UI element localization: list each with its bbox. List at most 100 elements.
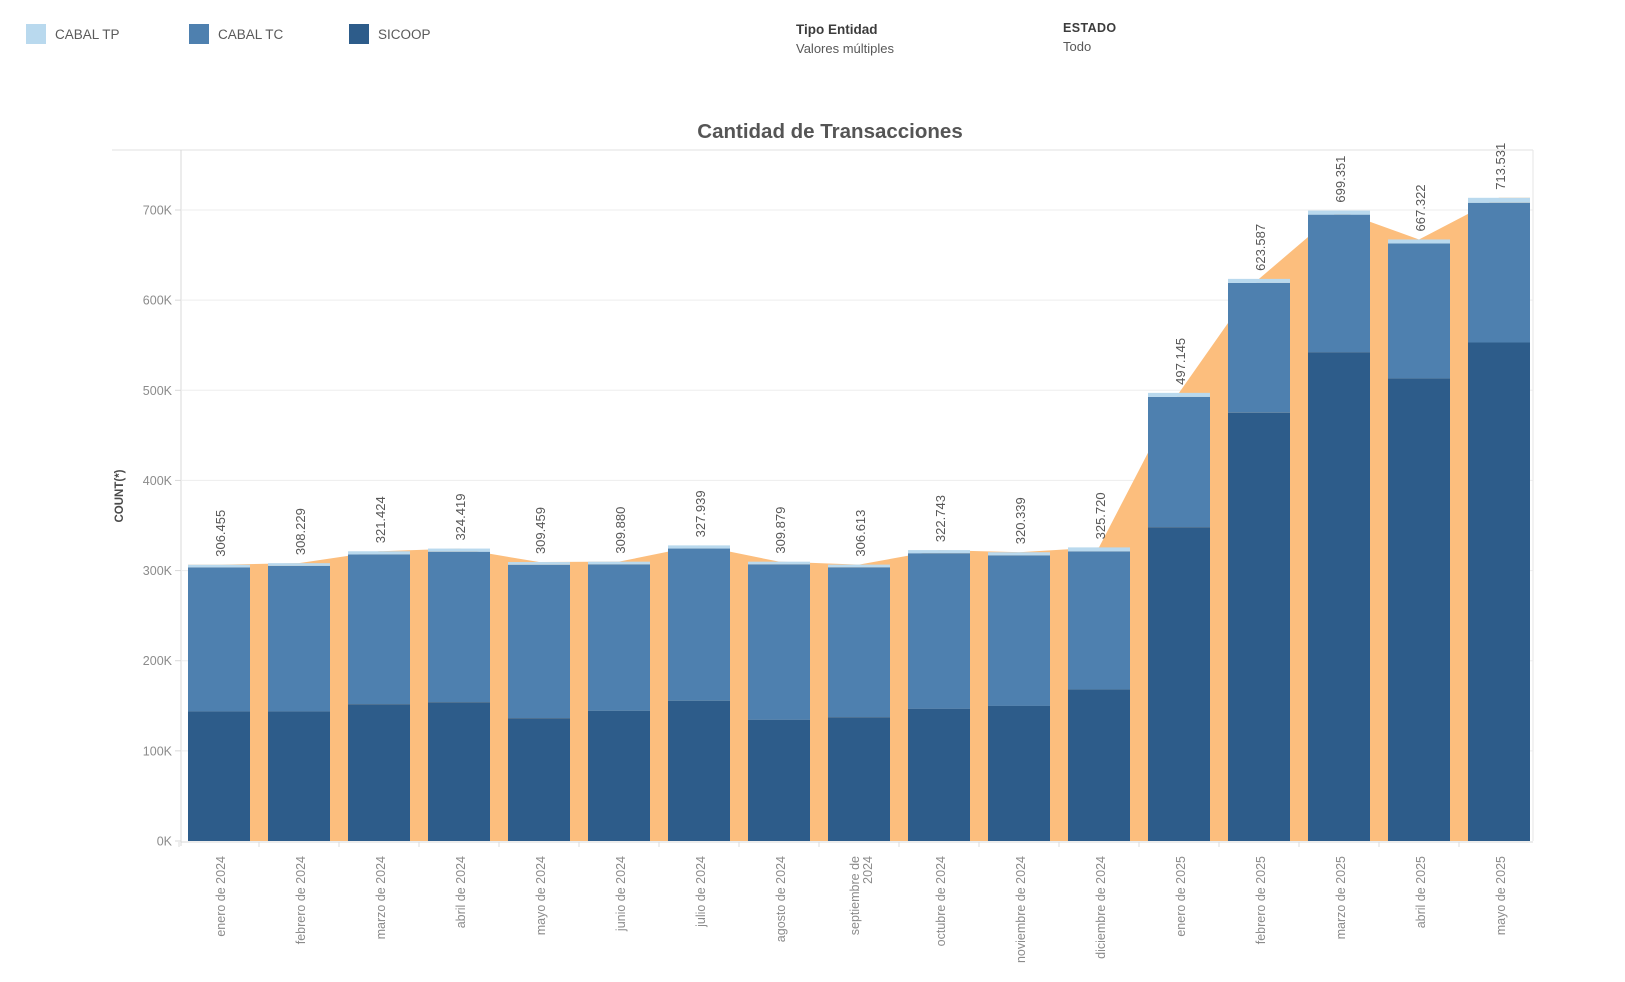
bar-segment-cabal-tc[interactable] [348, 554, 410, 705]
bar-segment-sicoop[interactable] [1388, 378, 1450, 841]
x-tick-label: enero de 2025 [1174, 856, 1188, 937]
bar-segment-cabal-tc[interactable] [1468, 202, 1530, 343]
bar-segment-cabal-tp[interactable] [988, 552, 1050, 556]
x-tick-label: diciembre de 2024 [1094, 856, 1108, 959]
bar-segment-cabal-tp[interactable] [1228, 278, 1290, 283]
bar-segment-cabal-tc[interactable] [1148, 396, 1210, 528]
bar-total-label: 306.455 [213, 510, 228, 557]
bar-segment-cabal-tp[interactable] [828, 564, 890, 568]
x-tick-label: marzo de 2024 [374, 856, 388, 939]
bar-segment-cabal-tc[interactable] [908, 553, 970, 709]
bar-segment-cabal-tp[interactable] [1388, 239, 1450, 244]
bar-segment-sicoop[interactable] [1228, 412, 1290, 841]
bar-segment-sicoop[interactable] [828, 717, 890, 841]
bar-total-label: 322.743 [933, 495, 948, 542]
bar-total-label: 309.880 [613, 507, 628, 554]
bar-segment-cabal-tc[interactable] [668, 548, 730, 701]
bar-segment-sicoop[interactable] [1068, 689, 1130, 841]
x-tick-label: noviembre de 2024 [1014, 856, 1028, 963]
bar-segment-cabal-tp[interactable] [668, 545, 730, 549]
y-tick-label: 200K [143, 654, 173, 668]
legend-swatch-cabal-tc [189, 24, 209, 44]
bar-total-label: 667.322 [1413, 184, 1428, 231]
bar-segment-cabal-tp[interactable] [188, 564, 250, 568]
legend-item-cabal-tc[interactable]: CABAL TC [189, 24, 283, 44]
bar-total-label: 713.531 [1493, 143, 1508, 190]
filter-estado-label: ESTADO [1063, 21, 1117, 35]
bar-total-label: 623.587 [1253, 224, 1268, 271]
y-tick-label: 0K [157, 835, 173, 849]
bar-segment-sicoop[interactable] [268, 711, 330, 841]
bar-segment-sicoop[interactable] [428, 702, 490, 841]
bar-segment-sicoop[interactable] [1308, 352, 1370, 841]
x-tick-label: septiembre de2024 [848, 856, 875, 935]
bar-total-label: 309.879 [773, 507, 788, 554]
bar-segment-cabal-tp[interactable] [748, 561, 810, 565]
legend-label: CABAL TP [55, 26, 120, 42]
bar-total-label: 325.720 [1093, 492, 1108, 539]
bar-total-label: 309.459 [533, 507, 548, 554]
y-tick-label: 300K [143, 564, 173, 578]
bar-segment-cabal-tp[interactable] [508, 562, 570, 565]
bar-segment-cabal-tc[interactable] [1068, 551, 1130, 690]
x-tick-label: abril de 2025 [1414, 856, 1428, 928]
x-tick-label: octubre de 2024 [934, 856, 948, 946]
bar-total-label: 306.613 [853, 510, 868, 557]
bar-segment-sicoop[interactable] [1468, 342, 1530, 841]
bar-segment-cabal-tp[interactable] [588, 561, 650, 565]
bar-segment-cabal-tp[interactable] [1148, 392, 1210, 397]
bar-segment-sicoop[interactable] [908, 708, 970, 841]
bar-segment-cabal-tc[interactable] [188, 567, 250, 712]
bar-segment-cabal-tp[interactable] [428, 548, 490, 552]
bar-segment-cabal-tc[interactable] [988, 555, 1050, 706]
bar-total-label: 320.339 [1013, 497, 1028, 544]
bar-segment-sicoop[interactable] [588, 710, 650, 841]
bar-segment-cabal-tc[interactable] [1228, 282, 1290, 413]
bar-segment-cabal-tc[interactable] [588, 564, 650, 711]
bar-total-label: 308.229 [293, 508, 308, 555]
bar-segment-cabal-tc[interactable] [508, 564, 570, 719]
x-tick-label: marzo de 2025 [1334, 856, 1348, 939]
bar-segment-cabal-tc[interactable] [1388, 243, 1450, 379]
bar-segment-cabal-tp[interactable] [268, 563, 330, 566]
bar-segment-cabal-tp[interactable] [1468, 197, 1530, 203]
bar-segment-cabal-tc[interactable] [1308, 214, 1370, 353]
bar-segment-cabal-tc[interactable] [268, 565, 330, 712]
bar-segment-cabal-tc[interactable] [828, 567, 890, 718]
bar-segment-sicoop[interactable] [508, 718, 570, 841]
bar-segment-sicoop[interactable] [348, 704, 410, 841]
x-tick-label: junio de 2024 [614, 856, 628, 932]
x-tick-label: abril de 2024 [454, 856, 468, 928]
bar-segment-cabal-tp[interactable] [1308, 210, 1370, 215]
x-tick-label: agosto de 2024 [774, 856, 788, 942]
bar-total-label: 324.419 [453, 494, 468, 541]
bar-segment-cabal-tp[interactable] [908, 550, 970, 554]
filter-estado: ESTADO Todo [1063, 21, 1117, 54]
bar-segment-sicoop[interactable] [188, 711, 250, 841]
legend-label: CABAL TC [218, 26, 284, 42]
bar-segment-cabal-tp[interactable] [348, 551, 410, 555]
y-tick-label: 100K [143, 744, 173, 758]
y-tick-label: 700K [143, 204, 173, 218]
filter-estado-value[interactable]: Todo [1063, 39, 1092, 54]
bar-segment-cabal-tp[interactable] [1068, 547, 1130, 552]
y-tick-label: 600K [143, 294, 173, 308]
bar-segment-sicoop[interactable] [988, 705, 1050, 841]
filter-tipo-entidad-value[interactable]: Valores múltiples [796, 41, 895, 56]
legend-swatch-cabal-tp [26, 24, 46, 44]
bar-segment-cabal-tc[interactable] [428, 551, 490, 703]
legend-item-cabal-tp[interactable]: CABAL TP [26, 24, 120, 44]
legend-item-sicoop[interactable]: SICOOP [349, 24, 431, 44]
bar-total-label: 699.351 [1333, 156, 1348, 203]
y-tick-label: 400K [143, 474, 173, 488]
bar-segment-sicoop[interactable] [748, 719, 810, 841]
x-tick-label: mayo de 2025 [1494, 856, 1508, 935]
bar-segment-cabal-tc[interactable] [748, 564, 810, 720]
x-tick-label: febrero de 2025 [1254, 856, 1268, 944]
bar-segment-sicoop[interactable] [668, 700, 730, 841]
x-tick-label: mayo de 2024 [534, 856, 548, 935]
x-tick-label: julio de 2024 [694, 856, 708, 928]
bar-segment-sicoop[interactable] [1148, 527, 1210, 841]
y-tick-label: 500K [143, 384, 173, 398]
